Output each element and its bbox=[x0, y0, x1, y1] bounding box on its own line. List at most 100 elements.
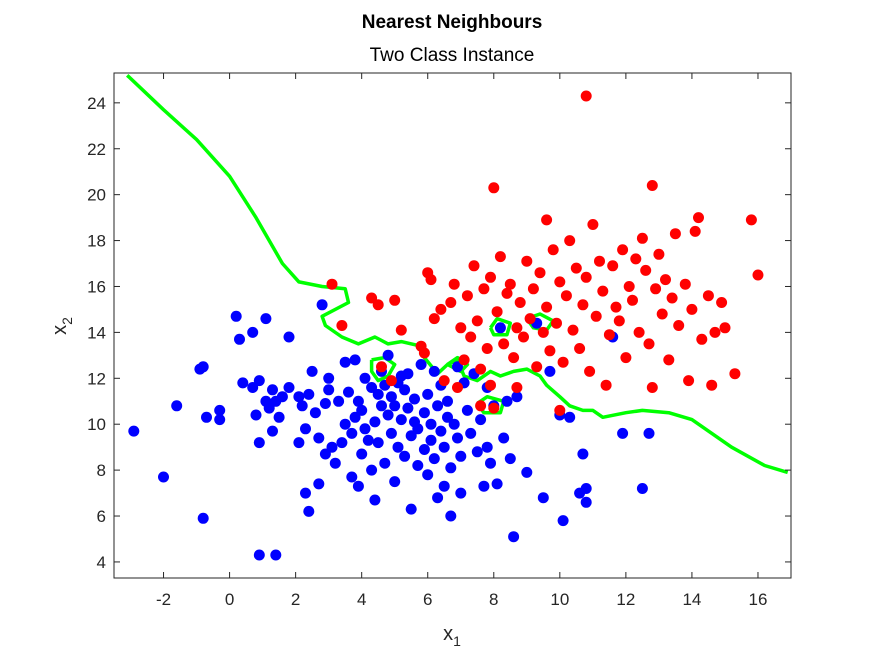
blue-class-point bbox=[283, 382, 295, 393]
blue-class-point bbox=[339, 356, 351, 368]
red-class-point bbox=[468, 260, 480, 272]
blue-class-point bbox=[128, 425, 140, 437]
blue-class-point bbox=[356, 448, 368, 460]
blue-class-point bbox=[214, 414, 226, 426]
red-class-point bbox=[570, 262, 582, 274]
blue-class-point bbox=[247, 326, 259, 338]
red-class-point bbox=[709, 326, 721, 338]
blue-class-point bbox=[253, 549, 265, 561]
blue-class-point bbox=[389, 400, 401, 412]
red-class-point bbox=[372, 299, 384, 311]
red-class-point bbox=[600, 379, 612, 391]
blue-class-point bbox=[465, 427, 477, 439]
blue-class-point bbox=[339, 418, 351, 430]
red-class-point bbox=[425, 274, 437, 286]
blue-class-point bbox=[352, 480, 364, 492]
blue-class-point bbox=[455, 450, 467, 462]
red-class-point bbox=[504, 278, 516, 290]
red-class-point bbox=[716, 297, 728, 308]
red-class-point bbox=[630, 253, 642, 265]
red-class-point bbox=[485, 271, 496, 283]
blue-class-point bbox=[303, 505, 315, 517]
blue-class-point bbox=[372, 388, 384, 400]
blue-class-point bbox=[402, 402, 414, 414]
blue-class-point bbox=[313, 478, 325, 490]
blue-class-point bbox=[253, 437, 265, 449]
blue-class-point bbox=[445, 462, 457, 474]
blue-class-point bbox=[508, 531, 520, 543]
red-class-point bbox=[445, 297, 457, 308]
x-tick-label: 2 bbox=[291, 590, 300, 609]
red-class-point bbox=[376, 361, 387, 373]
blue-class-point bbox=[171, 400, 183, 412]
red-class-point bbox=[428, 313, 440, 325]
red-class-point bbox=[458, 354, 470, 366]
red-class-point bbox=[587, 219, 599, 230]
blue-class-point bbox=[349, 354, 361, 366]
blue-class-point bbox=[372, 437, 384, 449]
red-class-point bbox=[719, 322, 731, 334]
red-class-point bbox=[567, 324, 579, 336]
red-class-point bbox=[590, 310, 602, 322]
red-class-point bbox=[663, 354, 675, 366]
red-class-point bbox=[541, 214, 553, 226]
blue-class-point bbox=[263, 402, 275, 414]
red-class-point bbox=[617, 244, 629, 256]
red-class-point bbox=[471, 315, 483, 327]
y-axis-ticks: 4 6 8 10 12 14 16 18 20 22 24 bbox=[87, 94, 791, 572]
blue-class-point bbox=[485, 457, 496, 469]
blue-class-point bbox=[385, 427, 397, 439]
red-class-point bbox=[491, 306, 503, 318]
blue-class-point bbox=[405, 430, 417, 442]
blue-class-point bbox=[237, 377, 249, 389]
red-class-point bbox=[653, 248, 665, 260]
red-class-point bbox=[646, 382, 658, 393]
blue-class-point bbox=[283, 331, 295, 343]
x-tick-label: 4 bbox=[357, 590, 366, 609]
blue-class-point bbox=[511, 391, 523, 403]
red-class-point bbox=[580, 90, 592, 102]
red-class-point bbox=[541, 301, 553, 313]
blue-class-point bbox=[313, 432, 325, 444]
blue-class-point bbox=[333, 395, 345, 407]
red-class-point bbox=[465, 331, 477, 343]
red-class-point bbox=[696, 333, 708, 345]
red-class-point bbox=[729, 368, 741, 380]
blue-class-point bbox=[557, 515, 569, 527]
blue-class-point bbox=[445, 510, 457, 522]
red-class-point bbox=[689, 225, 701, 237]
y-tick-label: 14 bbox=[87, 323, 106, 342]
blue-class-point bbox=[336, 437, 348, 449]
blue-class-point bbox=[521, 466, 533, 478]
red-class-point bbox=[544, 345, 556, 357]
blue-class-point bbox=[617, 427, 629, 439]
blue-class-point bbox=[379, 457, 391, 469]
red-class-point bbox=[501, 287, 513, 299]
blue-class-point bbox=[643, 427, 655, 439]
blue-class-point bbox=[369, 416, 381, 428]
blue-class-point bbox=[399, 450, 411, 462]
blue-class-point bbox=[478, 480, 490, 492]
red-class-point bbox=[594, 255, 605, 267]
boundary-line bbox=[125, 74, 789, 475]
red-class-point bbox=[640, 264, 652, 276]
blue-class-point bbox=[471, 446, 483, 458]
blue-class-point bbox=[580, 483, 592, 494]
red-class-point bbox=[531, 361, 543, 373]
blue-class-point bbox=[356, 404, 368, 416]
red-class-point bbox=[511, 322, 523, 334]
data-points bbox=[128, 90, 764, 561]
blue-class-point bbox=[537, 492, 549, 504]
red-class-point bbox=[475, 400, 487, 412]
red-class-point bbox=[752, 269, 764, 281]
plot-frame bbox=[113, 72, 792, 579]
blue-class-point bbox=[438, 441, 450, 453]
blue-class-point bbox=[234, 333, 245, 345]
blue-class-point bbox=[319, 448, 331, 460]
red-class-point bbox=[524, 313, 536, 325]
blue-class-point bbox=[296, 400, 308, 412]
blue-class-point bbox=[323, 384, 335, 396]
red-class-point bbox=[597, 285, 609, 297]
red-class-point bbox=[636, 232, 648, 244]
x-tick-label: 0 bbox=[225, 590, 234, 609]
